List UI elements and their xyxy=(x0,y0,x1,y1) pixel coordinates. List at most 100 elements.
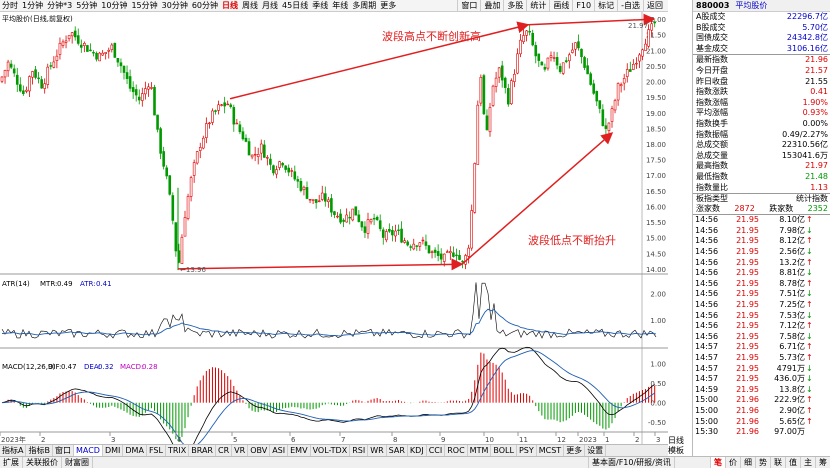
toolbar-right-button[interactable]: 窗口 xyxy=(457,0,480,12)
quote-side-tab[interactable]: 值 xyxy=(785,457,800,468)
indicator-tab[interactable]: MCST xyxy=(537,444,565,457)
indicator-tab[interactable]: FSL xyxy=(147,444,166,457)
quote-side-tab[interactable]: 筹 xyxy=(815,457,830,468)
tick-row[interactable]: 14:56 21.95 8.12亿 ↑ xyxy=(693,236,830,247)
tick-row[interactable]: 15:00 21.96 5.65亿 ↑ xyxy=(693,417,830,428)
indicator-tab[interactable]: KDJ xyxy=(408,444,427,457)
fundamentals-link[interactable]: 基本面/F10/研报/资讯 xyxy=(588,456,675,468)
tick-row[interactable]: 14:56 21.95 8.78亿 ↑ xyxy=(693,279,830,290)
indicator-tab[interactable]: MTM xyxy=(468,444,492,457)
indicator-tab[interactable]: 设置 xyxy=(585,444,607,457)
period-button[interactable]: 日线 xyxy=(222,0,239,10)
tick-row[interactable]: 14:56 21.95 7.25亿 ↑ xyxy=(693,300,830,311)
candle-down xyxy=(528,30,531,33)
tick-row[interactable]: 15:00 21.96 2.90亿 ↑ xyxy=(693,406,830,417)
quote-side-tab[interactable]: 势 xyxy=(755,457,770,468)
indicator-tab[interactable]: 更多 xyxy=(564,444,586,457)
stat-row: 最新指数 21.96 xyxy=(693,55,830,66)
period-button[interactable]: 分时 xyxy=(2,0,18,10)
toolbar-right-button[interactable]: 叠加 xyxy=(480,0,503,12)
tick-row[interactable]: 14:57 21.95 4791万 ↓ xyxy=(693,364,830,375)
stat-row: 最高指数 21.97 xyxy=(693,161,830,172)
tick-row[interactable]: 14:56 21.95 2.56亿 ↓ xyxy=(693,247,830,258)
period-button[interactable]: 更多 xyxy=(380,0,397,10)
indicator-tab[interactable]: 指标A xyxy=(0,444,27,457)
toolbar-right-button[interactable]: 画线 xyxy=(549,0,572,12)
indicator-tab[interactable]: MACD xyxy=(73,444,103,457)
tick-row[interactable]: 14:56 21.95 7.98亿 ↓ xyxy=(693,226,830,237)
tick-row[interactable]: 14:56 21.95 8.10亿 ↑ xyxy=(693,215,830,226)
tick-row[interactable]: 14:56 21.95 7.51亿 ↓ xyxy=(693,289,830,300)
period-button[interactable]: 季线 xyxy=(312,0,329,10)
quote-side-tab[interactable]: 主 xyxy=(800,457,815,468)
toolbar-right-button[interactable]: 返回 xyxy=(643,0,666,12)
candle-up xyxy=(369,219,373,223)
indicator-tab[interactable]: TRIX xyxy=(166,444,190,457)
indicator-tab[interactable]: DMI xyxy=(103,444,124,457)
toolbar-right-button[interactable]: 标记 xyxy=(594,0,617,12)
indicator-tab[interactable]: ROC xyxy=(445,444,468,457)
indicator-tab[interactable]: CCI xyxy=(427,444,446,457)
indicator-tab[interactable]: BRAR xyxy=(189,444,216,457)
tick-volume: 7.25亿 xyxy=(779,300,805,310)
template-label[interactable]: 模板 xyxy=(668,446,684,455)
period-button[interactable]: 年线 xyxy=(332,0,349,10)
quote-side-tab[interactable]: 价 xyxy=(725,457,740,468)
period-button[interactable]: 15分钟 xyxy=(131,0,158,10)
tick-row[interactable]: 14:56 21.95 7.53亿 ↓ xyxy=(693,311,830,322)
period-button[interactable]: 30分钟 xyxy=(161,0,188,10)
bottom-link[interactable]: 财富圈 xyxy=(62,456,93,468)
indicator-tab[interactable]: BOLL xyxy=(491,444,517,457)
indicator-tab[interactable]: SAR xyxy=(387,444,408,457)
bottom-link[interactable]: 扩展 xyxy=(0,456,23,468)
period-button[interactable]: 月线 xyxy=(262,0,279,10)
quote-side-tab[interactable]: 联 xyxy=(770,457,785,468)
indicator-tab[interactable]: RSI xyxy=(350,444,369,457)
tick-row[interactable]: 14:57 21.95 436.0万 ↓ xyxy=(693,374,830,385)
candle-down xyxy=(113,42,117,58)
candle-up xyxy=(479,77,483,104)
tick-row[interactable]: 14:57 21.95 6.71亿 ↑ xyxy=(693,342,830,353)
indicator-tab[interactable]: VR xyxy=(232,444,249,457)
period-button[interactable]: 5分钟 xyxy=(76,0,98,10)
bottom-link[interactable]: 关联报价 xyxy=(23,456,62,468)
indicator-tab[interactable]: CR xyxy=(216,444,233,457)
toolbar-right-button[interactable]: 统计 xyxy=(526,0,549,12)
indicator-tab[interactable]: PSY xyxy=(517,444,537,457)
indicator-tab[interactable]: ASI xyxy=(270,444,289,457)
period-button[interactable]: 周线 xyxy=(242,0,259,10)
indicator-tab[interactable]: EMV xyxy=(288,444,311,457)
tick-list[interactable]: 14:56 21.95 8.10亿 ↑ 14:56 21.95 7.98亿 ↓ 14:56 21.… xyxy=(693,214,830,437)
period-button[interactable]: 1分钟 xyxy=(22,0,44,10)
indicator-tab[interactable]: 指标B xyxy=(26,444,53,457)
indicator-tab[interactable]: DMA xyxy=(123,444,147,457)
tick-row[interactable]: 15:30 21.96 97.00万 xyxy=(693,427,830,438)
toolbar-right-button[interactable]: 多股 xyxy=(503,0,526,12)
chart-canvas[interactable]: 22.0021.5021.0020.5020.0019.5019.0018.50… xyxy=(0,12,668,444)
quote-side-tab[interactable]: 笔 xyxy=(710,457,725,468)
candle-down xyxy=(375,216,379,221)
indicator-tab[interactable]: VOL-TDX xyxy=(311,444,351,457)
candle-up xyxy=(61,41,65,46)
period-label[interactable]: 日线 xyxy=(668,436,684,445)
period-button[interactable]: 60分钟 xyxy=(191,0,219,10)
tick-row[interactable]: 14:56 21.95 7.58亿 ↓ xyxy=(693,332,830,343)
indicator-tab[interactable]: 窗口 xyxy=(53,444,74,457)
period-button[interactable]: 分钟*3 xyxy=(47,0,73,10)
period-button[interactable]: 多周期 xyxy=(352,0,377,10)
toolbar-right-button[interactable]: F10 xyxy=(572,0,594,12)
chart-area[interactable]: 22.00 21.50 21.00 20.50 20.00 19.50 19.00 18.50… xyxy=(0,12,668,444)
tick-row[interactable]: 14:56 21.95 8.81亿 ↓ xyxy=(693,268,830,279)
period-button[interactable]: 45日线 xyxy=(282,0,309,10)
tick-row[interactable]: 14:57 21.95 5.73亿 ↑ xyxy=(693,353,830,364)
indicator-tab[interactable]: OBV xyxy=(248,444,271,457)
tick-row[interactable]: 15:00 21.96 222.9亿 ↑ xyxy=(693,395,830,406)
tick-row[interactable]: 14:56 21.95 13.2亿 ↑ xyxy=(693,258,830,269)
tick-row[interactable]: 14:59 21.95 13.8亿 ↓ xyxy=(693,385,830,396)
indicator-tab[interactable]: WR xyxy=(368,444,387,457)
period-button[interactable]: 10分钟 xyxy=(101,0,128,10)
tick-row[interactable]: 14:56 21.95 7.12亿 ↑ xyxy=(693,321,830,332)
index-name[interactable]: 平均股价 xyxy=(735,1,768,10)
toolbar-right-button[interactable]: -自选 xyxy=(617,0,643,12)
quote-side-tab[interactable]: 细 xyxy=(740,457,755,468)
